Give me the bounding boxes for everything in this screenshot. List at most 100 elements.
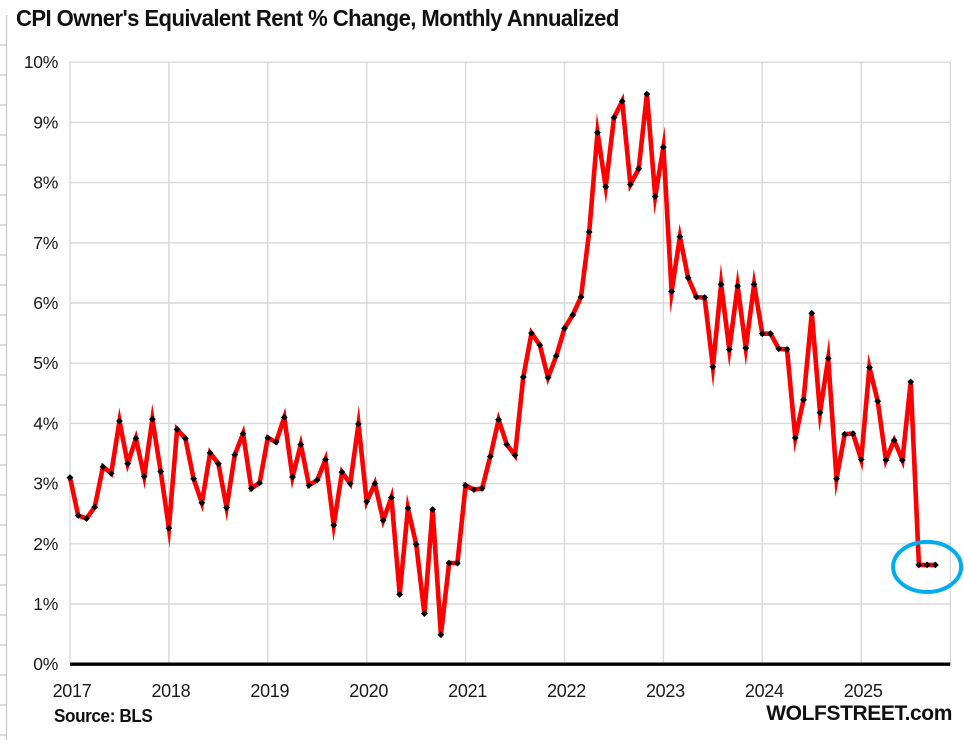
data-point-marker — [643, 90, 651, 98]
data-point-marker — [915, 561, 923, 569]
data-point-marker — [280, 413, 288, 421]
data-point-marker — [289, 473, 296, 481]
data-point-marker — [585, 228, 593, 236]
data-point-marker — [874, 397, 882, 405]
data-point-marker — [899, 456, 906, 464]
data-point-marker — [346, 480, 354, 487]
data-point-marker — [577, 293, 585, 301]
data-point-marker — [181, 435, 189, 442]
data-point-marker — [594, 129, 601, 137]
data-point-marker — [363, 498, 371, 506]
data-point-marker — [651, 193, 659, 200]
data-point-marker — [379, 516, 387, 524]
data-point-marker — [437, 631, 445, 639]
data-point-marker — [495, 416, 502, 424]
data-point-marker — [668, 288, 676, 295]
y-tick-label: 5% — [33, 353, 58, 373]
x-tick-label: 2023 — [646, 681, 685, 701]
data-point-marker — [462, 482, 469, 489]
data-point-marker — [866, 364, 873, 371]
data-point-marker — [931, 561, 939, 569]
data-point-marker — [330, 521, 338, 529]
data-point-marker — [371, 480, 379, 487]
data-point-marker — [610, 114, 618, 121]
data-point-marker — [824, 354, 832, 362]
y-tick-label: 9% — [33, 112, 58, 132]
y-tick-label: 0% — [33, 654, 58, 674]
chart-title: CPI Owner's Equivalent Rent % Change, Mo… — [16, 5, 619, 31]
data-point-marker — [256, 479, 263, 487]
data-point-marker — [742, 344, 750, 352]
data-point-marker — [396, 590, 404, 598]
data-point-marker — [767, 330, 774, 338]
data-point-marker — [709, 363, 717, 371]
data-point-marker — [758, 330, 766, 338]
data-point-marker — [239, 430, 247, 438]
y-tick-label: 4% — [33, 413, 58, 433]
data-point-marker — [552, 352, 560, 360]
y-tick-label: 3% — [33, 474, 58, 494]
data-point-marker — [841, 430, 849, 438]
watermark: WOLFSTREET.com — [766, 702, 952, 725]
data-point-marker — [83, 515, 90, 522]
data-point-marker — [198, 499, 206, 507]
data-point-marker — [272, 438, 280, 446]
data-point-marker — [322, 456, 329, 463]
data-point-marker — [190, 475, 198, 483]
data-point-marker — [231, 451, 239, 459]
x-tick-label: 2018 — [151, 681, 190, 701]
data-point-marker — [313, 476, 321, 484]
y-tick-label: 6% — [33, 293, 58, 313]
data-point-marker — [882, 456, 890, 464]
data-point-marker — [503, 441, 511, 448]
data-point-marker — [676, 233, 684, 241]
data-point-marker — [429, 506, 437, 513]
data-point-marker — [701, 294, 709, 301]
data-point-marker — [486, 453, 494, 460]
data-point-marker — [91, 503, 99, 511]
data-point-marker — [684, 274, 692, 282]
data-point-marker — [157, 468, 165, 475]
data-point-marker — [618, 97, 626, 105]
y-tick-label: 10% — [24, 52, 58, 72]
x-tick-label: 2020 — [349, 681, 388, 701]
data-point-marker — [783, 345, 791, 353]
data-point-marker — [66, 474, 74, 481]
x-tick-label: 2024 — [745, 681, 784, 701]
data-point-marker — [297, 441, 305, 448]
data-point-marker — [569, 311, 577, 319]
data-point-marker — [165, 524, 173, 532]
data-point-marker — [470, 486, 478, 494]
data-point-marker — [412, 541, 420, 548]
data-point-marker — [725, 345, 733, 353]
data-point-marker — [717, 280, 725, 288]
data-point-marker — [140, 472, 148, 480]
x-tick-label: 2019 — [250, 681, 289, 701]
source-label: Source: BLS — [54, 706, 153, 726]
data-point-marker — [857, 456, 865, 463]
data-point-marker — [116, 417, 123, 425]
x-tick-label: 2025 — [844, 681, 883, 701]
data-point-marker — [132, 435, 140, 442]
data-point-marker — [907, 378, 915, 386]
data-point-marker — [355, 420, 362, 428]
data-point-marker — [602, 183, 610, 191]
data-point-marker — [536, 341, 544, 349]
data-point-marker — [528, 329, 535, 337]
data-point-marker — [890, 436, 898, 444]
data-point-marker — [445, 559, 453, 567]
data-point-marker — [849, 430, 857, 438]
data-point-marker — [791, 434, 799, 442]
y-tick-label: 7% — [33, 233, 58, 253]
data-point-marker — [775, 345, 783, 353]
x-tick-label: 2017 — [53, 681, 92, 701]
data-point-marker — [833, 475, 840, 483]
data-point-marker — [214, 460, 222, 468]
y-tick-label: 2% — [33, 534, 58, 554]
data-point-marker — [223, 504, 230, 512]
data-point-marker — [338, 468, 346, 476]
data-point-marker — [750, 280, 758, 288]
data-point-marker — [561, 324, 568, 332]
